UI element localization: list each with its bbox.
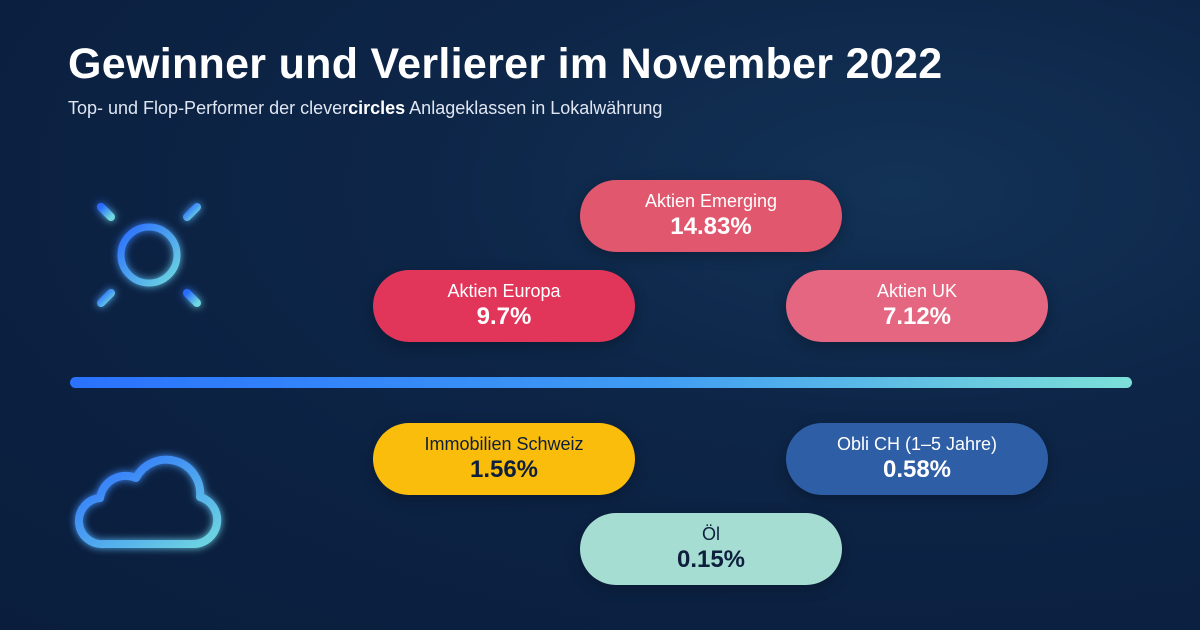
pill-value: 0.58% <box>882 456 952 483</box>
pill-label: Immobilien Schweiz <box>424 434 584 454</box>
subtitle-text: Top- und Flop-Performer der clever <box>68 98 349 118</box>
pill-label: Aktien Europa <box>447 281 561 301</box>
pill-label: Obli CH (1–5 Jahre) <box>836 434 998 454</box>
pill-value: 9.7% <box>476 303 532 330</box>
winner-pill-aktien-europa: Aktien Europa 9.7% <box>373 270 635 342</box>
loser-pill-immobilien-schweiz: Immobilien Schweiz 1.56% <box>373 423 635 495</box>
pill-label: Aktien Emerging <box>644 191 778 211</box>
loser-pill-oel: Öl 0.15% <box>580 513 842 585</box>
loser-pill-obli-ch: Obli CH (1–5 Jahre) 0.58% <box>786 423 1048 495</box>
page-subtitle: Top- und Flop-Performer der clevercircle… <box>68 98 662 119</box>
winner-pill-aktien-uk: Aktien UK 7.12% <box>786 270 1048 342</box>
sun-icon <box>78 184 220 326</box>
pill-value: 0.15% <box>676 546 746 573</box>
brand-name: circles <box>348 98 406 118</box>
pill-value: 14.83% <box>670 213 752 240</box>
pill-label: Öl <box>702 524 720 544</box>
pill-value: 1.56% <box>469 456 539 483</box>
subtitle-text-end: Anlageklassen in Lokalwährung <box>405 98 663 118</box>
pill-value: 7.12% <box>882 303 952 330</box>
divider-line <box>70 377 1132 388</box>
page-title: Gewinner und Verlierer im November 2022 <box>68 40 943 88</box>
cloud-icon <box>74 455 222 549</box>
winner-pill-aktien-emerging: Aktien Emerging 14.83% <box>580 180 842 252</box>
pill-label: Aktien UK <box>876 281 958 301</box>
